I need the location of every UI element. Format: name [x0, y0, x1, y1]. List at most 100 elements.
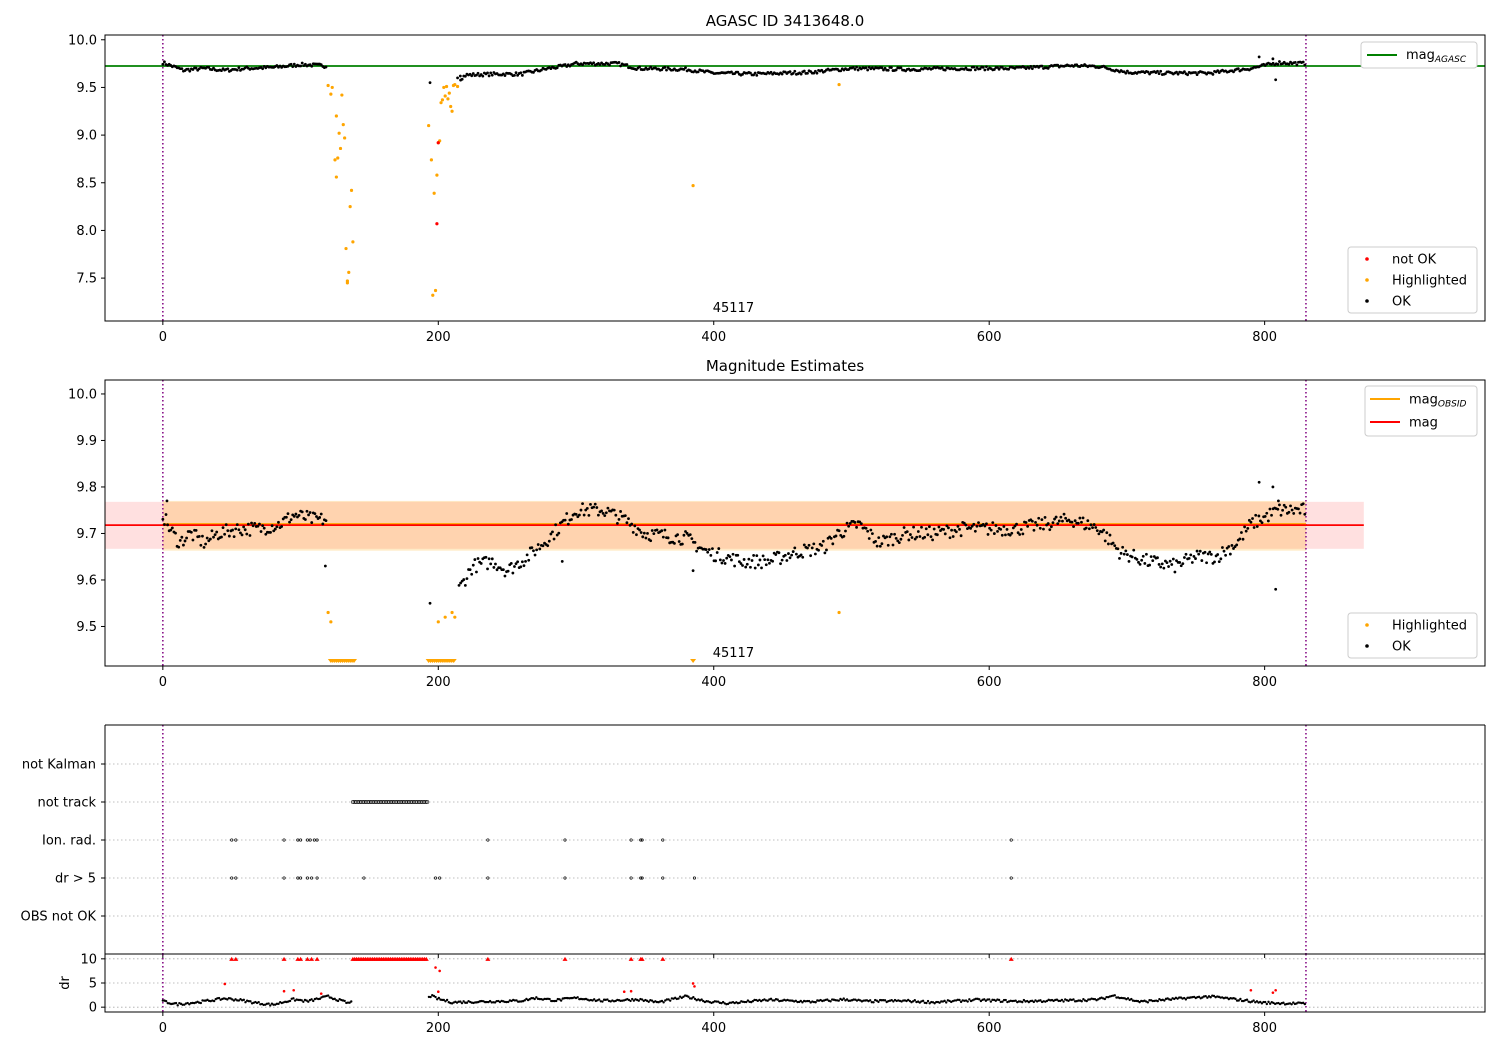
ok-point: [1018, 533, 1022, 536]
ok-point: [1105, 531, 1109, 535]
ok-point: [1124, 71, 1128, 75]
ok-point: [760, 566, 763, 570]
ok-point: [226, 67, 230, 71]
ok-point: [905, 530, 909, 534]
ok-point: [1138, 562, 1142, 566]
ok-point: [465, 577, 469, 581]
ok-point: [1040, 64, 1044, 68]
ok-point: [890, 66, 893, 69]
ok-point: [999, 528, 1003, 531]
ion-rad-marker: [563, 838, 567, 842]
highlighted-point: [338, 146, 343, 151]
x-tick-label: 800: [1252, 675, 1277, 690]
ok-point: [468, 568, 472, 571]
dr-point: [984, 999, 988, 1002]
dr-point: [799, 999, 802, 1003]
ok-point: [942, 528, 946, 531]
dr-point: [267, 1002, 270, 1005]
ok-point: [1078, 516, 1082, 520]
dr-point: [1169, 998, 1173, 1002]
dr-point: [485, 1000, 488, 1004]
ok-point: [587, 514, 591, 517]
ok-point: [855, 525, 858, 529]
dr-point: [687, 995, 690, 998]
ok-point: [627, 517, 630, 521]
ok-point: [261, 524, 265, 528]
ok-point: [1240, 531, 1243, 534]
ion-rad-marker: [315, 838, 319, 842]
ok-point: [456, 76, 459, 80]
highlighted-point: [443, 615, 447, 619]
dr-red-point: [292, 988, 295, 992]
dr-axis-label: dr: [58, 976, 73, 990]
ok-point: [161, 62, 165, 66]
ok-point: [205, 536, 209, 540]
dr-gt5-marker: [310, 876, 314, 880]
ok-point: [1159, 565, 1163, 569]
dr-point: [880, 999, 883, 1002]
ok-point: [1118, 556, 1121, 560]
dr-gt5-marker: [1009, 876, 1013, 880]
ok-point: [749, 71, 752, 75]
ok-point: [956, 524, 960, 528]
ok-point: [649, 539, 653, 543]
legend-box: [1347, 612, 1478, 659]
ok-point: [644, 536, 648, 540]
dr-point: [1282, 1001, 1285, 1004]
ok-point: [1183, 556, 1186, 559]
dr-point: [530, 996, 533, 1000]
dr-point: [1290, 1003, 1293, 1006]
ok-point: [248, 534, 252, 537]
ok-point: [847, 524, 851, 528]
ok-point: [201, 534, 204, 538]
dr-red-point: [1271, 991, 1275, 994]
ok-point: [723, 562, 727, 565]
ok-point: [1281, 508, 1285, 512]
ok-point: [986, 533, 990, 536]
dr-red-point: [1249, 988, 1253, 992]
ok-point: [1086, 519, 1090, 523]
ok-point: [186, 67, 190, 71]
ok-point: [182, 543, 185, 547]
dr-point: [237, 999, 241, 1002]
ok-point: [554, 523, 558, 527]
ok-point: [691, 569, 695, 573]
ok-point: [935, 533, 939, 537]
dr-point: [1267, 1000, 1270, 1004]
ok-point: [492, 566, 496, 569]
dr-point: [445, 998, 449, 1002]
ok-point: [750, 559, 754, 562]
ok-point: [530, 546, 534, 550]
x-tick-label: 400: [701, 330, 726, 345]
highlighted-point: [349, 188, 354, 192]
dr-clipped-marker: [485, 956, 491, 961]
ok-point: [1271, 485, 1275, 489]
ok-point: [1149, 555, 1153, 559]
ok-point: [649, 65, 653, 69]
ok-point: [476, 557, 480, 560]
ok-point: [459, 581, 463, 585]
ok-point: [516, 73, 520, 77]
ok-point: [1160, 562, 1164, 566]
ok-point: [646, 531, 649, 535]
ok-point: [532, 549, 535, 553]
legend-marker: [1365, 644, 1369, 648]
y-tick-label: 9.7: [76, 527, 97, 542]
dr-point: [1156, 999, 1159, 1003]
ok-point: [234, 527, 238, 531]
plot-area: [105, 380, 1364, 666]
dr-point: [226, 998, 229, 1001]
ok-point: [1301, 60, 1305, 64]
dr-red-points: [223, 966, 1277, 995]
highlighted-point: [429, 158, 434, 162]
ok-point: [730, 70, 733, 74]
legend-marker: [1365, 623, 1369, 627]
ok-point: [1260, 521, 1264, 525]
ok-point: [524, 559, 527, 563]
dr-point: [842, 997, 845, 1000]
ok-point: [793, 69, 797, 73]
ok-point: [319, 512, 323, 516]
ok-point: [802, 543, 806, 547]
ok-point: [864, 526, 868, 530]
legend-points: Highlighted OK: [1347, 612, 1478, 659]
